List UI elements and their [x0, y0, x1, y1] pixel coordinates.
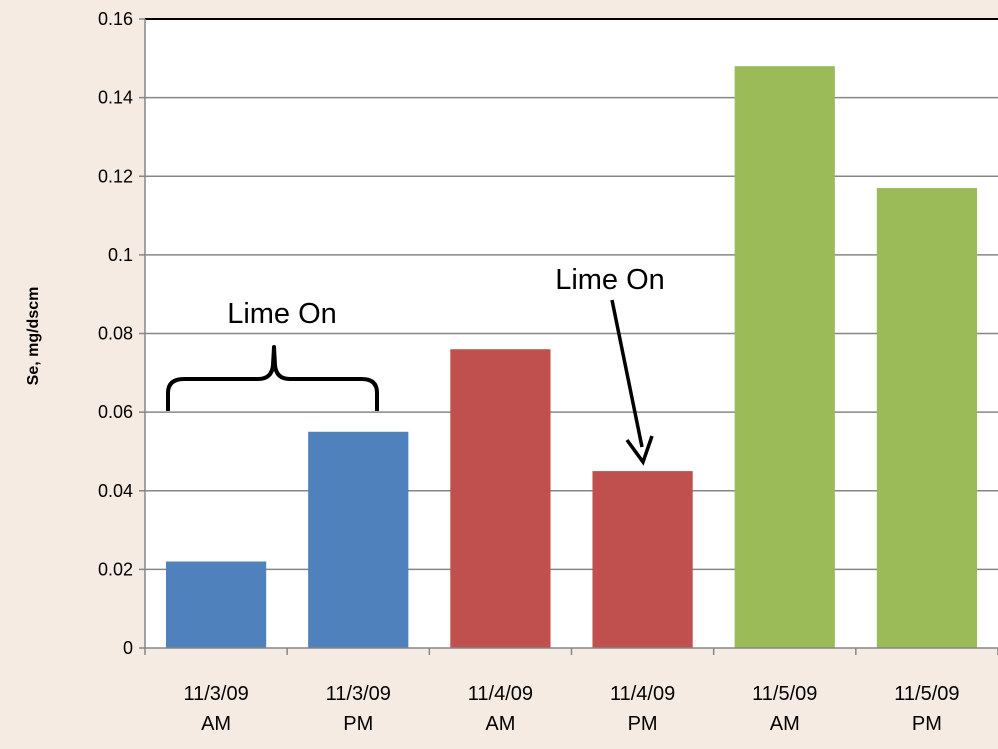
- bars: [165, 66, 978, 649]
- brace-icon: [166, 345, 379, 411]
- x-tick-label-line: PM: [628, 713, 658, 735]
- bar-6: [876, 188, 978, 648]
- y-tick-label: 0.16: [98, 9, 133, 29]
- bar-4: [592, 471, 693, 648]
- x-tick-label-line: 11/4/09: [610, 683, 675, 705]
- x-tick-label: 11/5/09 PM: [894, 683, 959, 735]
- annotation-label-arrow: Lime On: [555, 264, 665, 296]
- y-tick-labels: 0 0.02 0.04 0.06 0.08 0.1 0.12 0.14 0.16: [98, 9, 133, 658]
- x-tick-label-line: 11/5/09: [752, 683, 817, 705]
- x-tick-label: 11/5/09 AM: [752, 683, 817, 735]
- x-tick-label-line: 11/4/09: [468, 683, 533, 705]
- x-tick-label: 11/4/09 AM: [468, 683, 533, 735]
- x-tick-label-line: 11/3/09: [326, 683, 391, 705]
- annotations: Lime On Lime On: [166, 264, 665, 466]
- x-tick-label-line: 11/3/09: [183, 683, 248, 705]
- x-tick-label: 11/4/09 PM: [610, 683, 675, 735]
- bar-3: [450, 349, 551, 648]
- x-tick-label: 11/3/09 PM: [326, 683, 391, 735]
- y-tick-label: 0.08: [98, 324, 133, 344]
- y-tick-label: 0.06: [98, 402, 133, 422]
- arrow-shaft: [610, 299, 644, 448]
- bar-2: [308, 431, 409, 648]
- annotation-label-brace: Lime On: [227, 298, 337, 330]
- x-tick-label-line: PM: [912, 713, 942, 735]
- bar-5: [734, 66, 835, 649]
- bar-1: [165, 561, 267, 648]
- axes: [139, 18, 998, 655]
- y-tick-label: 0.12: [98, 166, 133, 186]
- y-tick-label: 0.04: [98, 481, 133, 501]
- y-tick-label: 0.14: [98, 88, 133, 108]
- x-tick-label-line: AM: [485, 713, 515, 735]
- x-tick-label-line: PM: [343, 713, 373, 735]
- gridlines: [145, 18, 998, 571]
- y-tick-label: 0.02: [98, 559, 133, 579]
- x-tick-label-line: AM: [770, 713, 800, 735]
- x-tick-label: 11/3/09 AM: [183, 683, 248, 735]
- arrow-head-icon: [625, 435, 654, 466]
- y-tick-label: 0.1: [108, 245, 133, 265]
- x-tick-label-line: 11/5/09: [894, 683, 959, 705]
- y-tick-label: 0: [123, 638, 133, 658]
- x-tick-label-line: AM: [201, 713, 231, 735]
- y-axis-label: Se, mg/dscm: [25, 287, 42, 386]
